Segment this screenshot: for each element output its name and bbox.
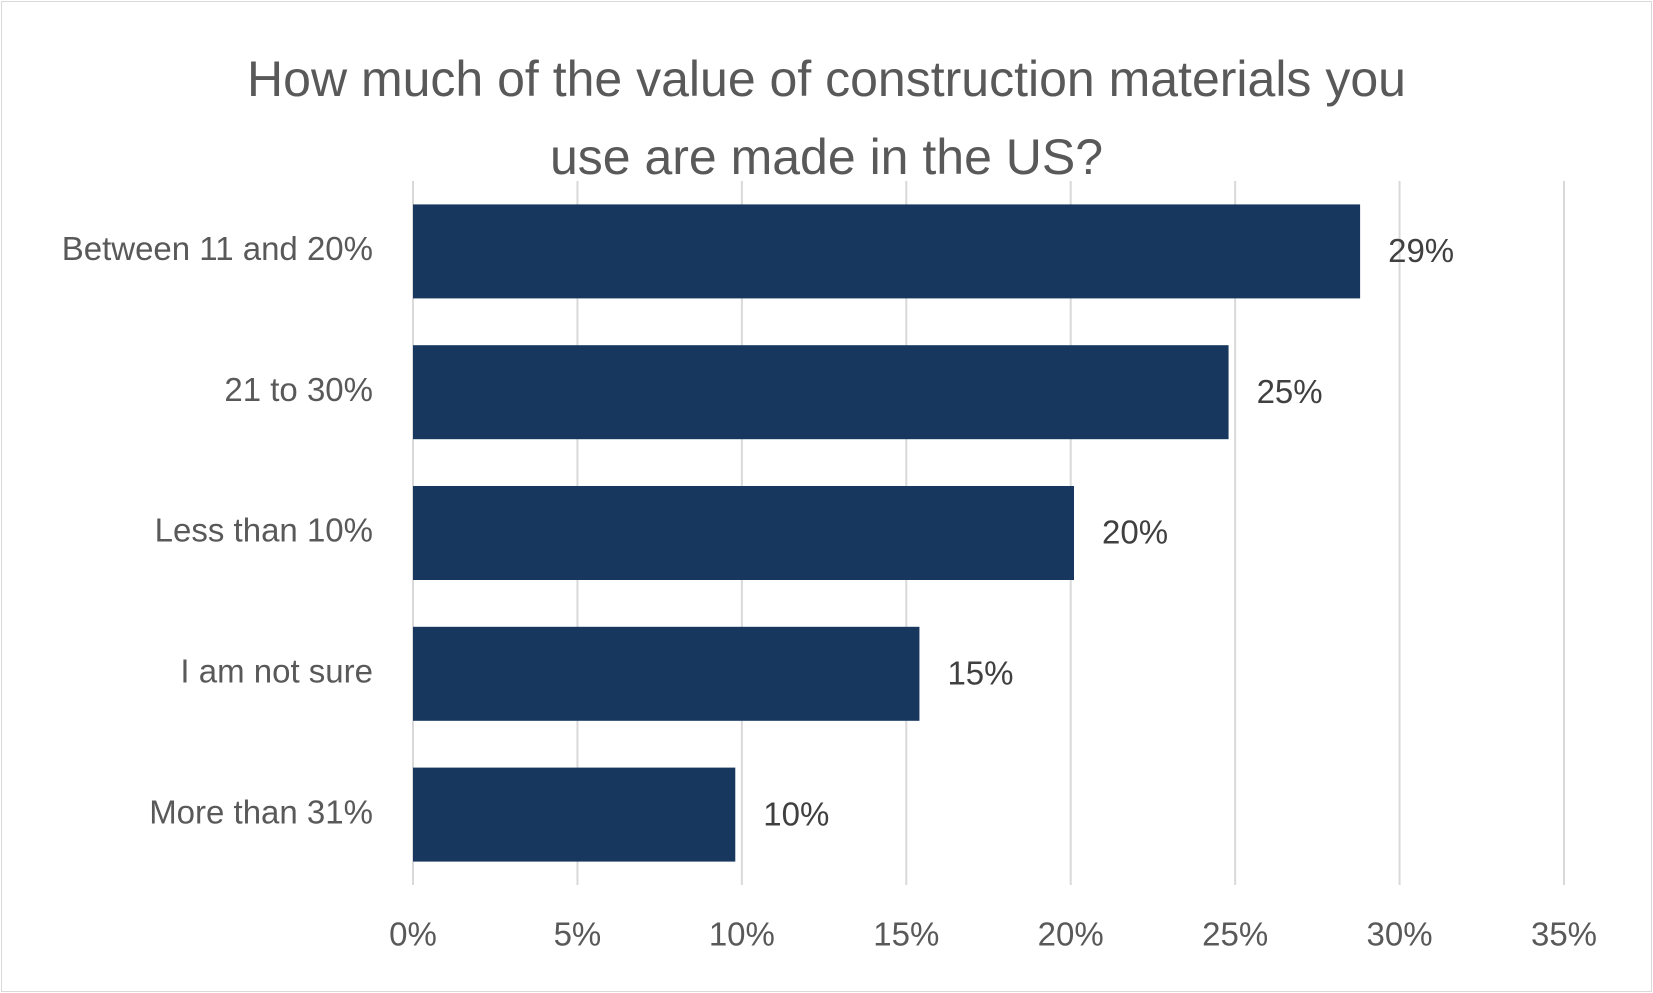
y-tick-label: I am not sure [180, 653, 373, 690]
x-tick-label: 5% [554, 916, 602, 953]
x-tick-label: 10% [709, 916, 775, 953]
bar [413, 626, 920, 721]
bar [413, 345, 1229, 440]
data-label: 29% [1388, 232, 1454, 269]
bar [413, 767, 736, 862]
chart-title: How much of the value of construction ma… [247, 51, 1406, 185]
data-label: 10% [763, 795, 829, 832]
bar [413, 204, 1361, 299]
bar [413, 486, 1075, 580]
x-tick-label: 25% [1202, 916, 1268, 953]
y-tick-label: 21 to 30% [224, 371, 373, 408]
y-tick-label: More than 31% [149, 793, 373, 830]
data-label: 15% [947, 655, 1013, 692]
y-tick-label: Less than 10% [155, 512, 373, 549]
chart-title-box: How much of the value of construction ma… [0, 40, 1653, 196]
x-tick-label: 20% [1038, 916, 1104, 953]
data-label: 25% [1257, 373, 1323, 410]
x-tick-label: 35% [1531, 916, 1597, 953]
y-tick-label: Between 11 and 20% [62, 230, 373, 267]
x-tick-label: 0% [389, 916, 437, 953]
x-tick-label: 30% [1367, 916, 1433, 953]
data-label: 20% [1102, 514, 1168, 551]
x-tick-label: 15% [873, 916, 939, 953]
